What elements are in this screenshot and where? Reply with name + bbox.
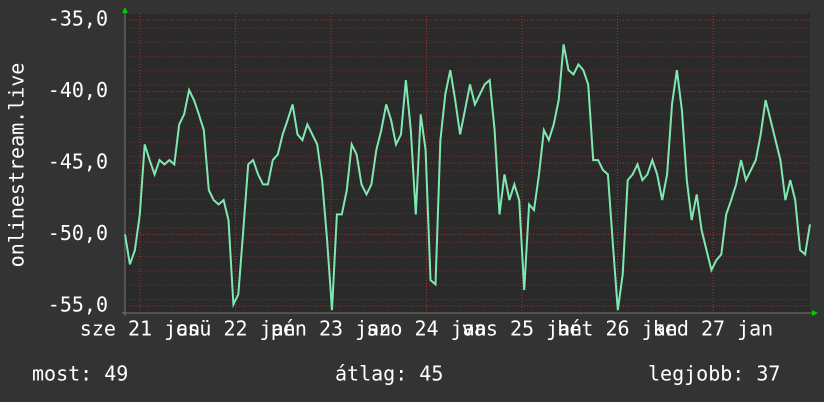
chart-title: onlinestream.live [5,63,29,268]
y-tick-label: -35,0 [48,7,108,31]
footer-stat: átlag: 45 [335,362,443,386]
axis-arrow [812,310,818,316]
axis-arrow [122,7,128,13]
y-tick-label: -40,0 [48,78,108,102]
x-tick-label: ked 27 jan [653,317,773,341]
x-tick-label: csü 22 jan [175,317,295,341]
data-line [124,44,811,311]
y-tick-label: -50,0 [48,221,108,245]
footer-stat: legjobb: 37 [648,362,780,386]
footer-stat: most: 49 [32,362,128,386]
x-tick-label: vas 25 jan [462,317,582,341]
x-tick-label: szo 24 jan [366,317,486,341]
y-tick-label: -55,0 [48,292,108,316]
y-tick-label: -45,0 [48,150,108,174]
x-tick-label: pén 23 jan [271,317,391,341]
x-tick-label: hét 26 jan [557,317,677,341]
x-tick-label: sze 21 jan [80,317,200,341]
